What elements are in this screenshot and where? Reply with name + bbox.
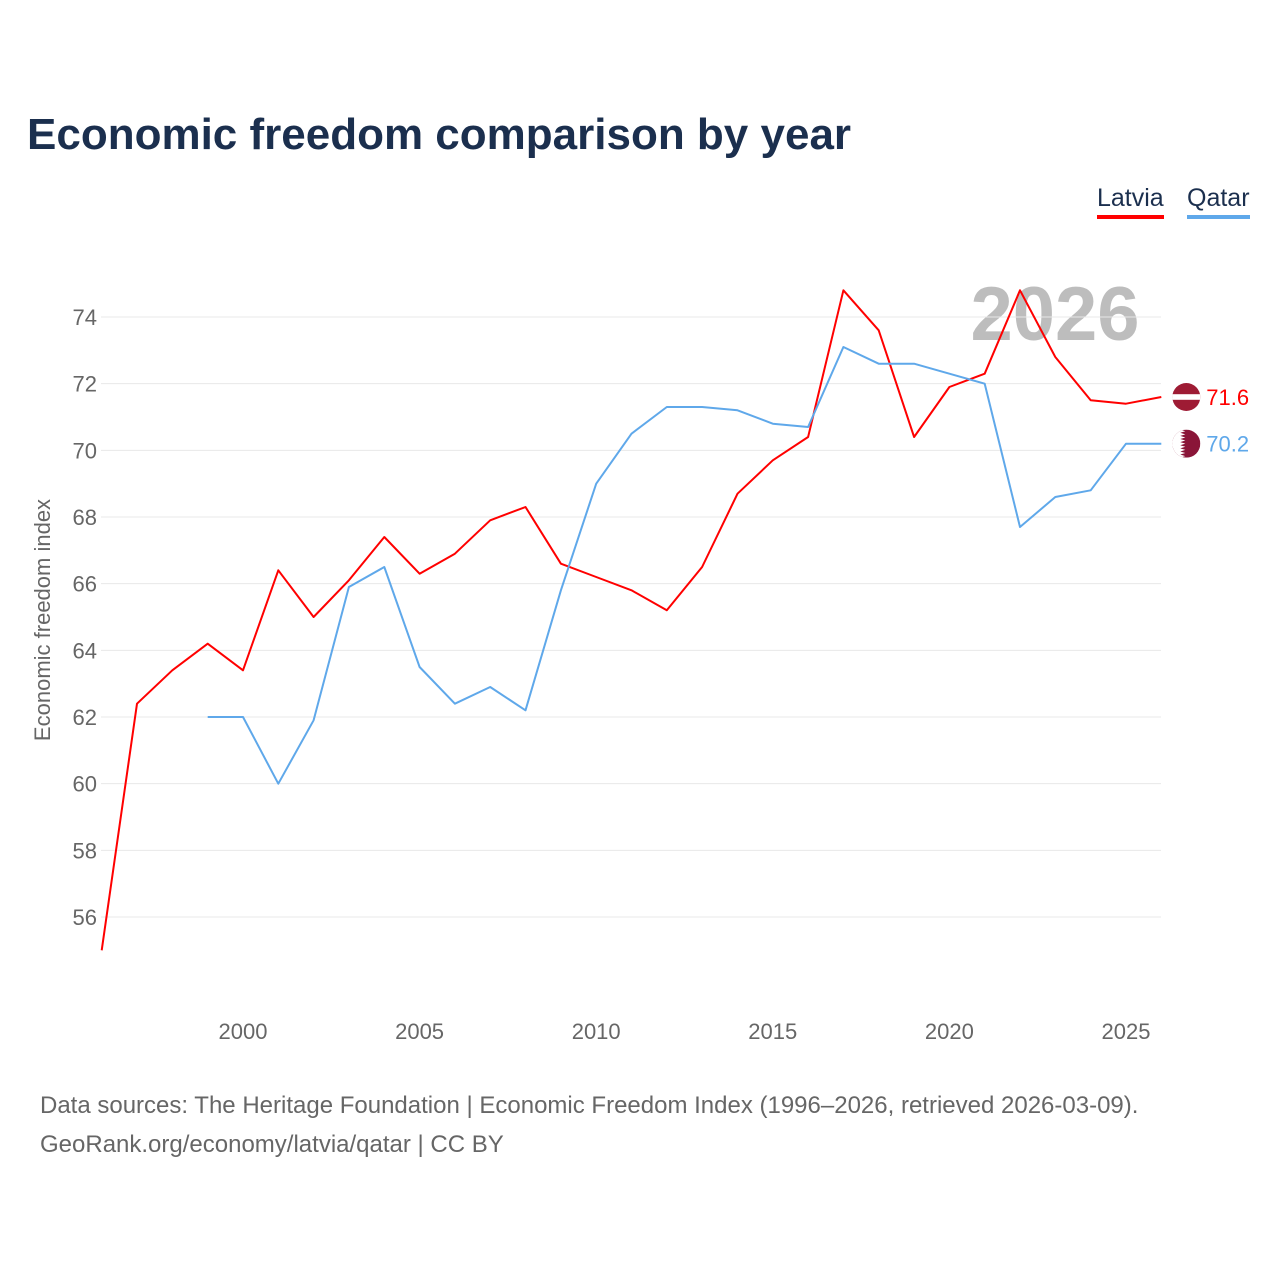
data-point bbox=[381, 534, 387, 540]
y-tick-label: 60 bbox=[73, 772, 97, 797]
data-point bbox=[911, 434, 917, 440]
data-point bbox=[734, 407, 740, 413]
data-point bbox=[1123, 441, 1129, 447]
data-point bbox=[1158, 394, 1164, 400]
data-point bbox=[805, 434, 811, 440]
data-point bbox=[664, 404, 670, 410]
x-tick-label: 2005 bbox=[395, 1019, 444, 1044]
series-line-qatar bbox=[207, 346, 1162, 785]
flag-serration bbox=[1172, 429, 1186, 458]
data-point bbox=[417, 664, 423, 670]
x-tick-label: 2020 bbox=[925, 1019, 974, 1044]
data-point bbox=[346, 577, 352, 583]
data-point bbox=[876, 361, 882, 367]
x-tick-label: 2025 bbox=[1102, 1019, 1151, 1044]
flag-latvia-icon bbox=[1172, 382, 1201, 411]
footer-link[interactable]: GeoRank.org/economy/latvia/qatar | CC BY bbox=[40, 1131, 504, 1158]
data-point bbox=[946, 371, 952, 377]
y-tick-label: 70 bbox=[73, 438, 97, 463]
year-watermark: 2026 bbox=[970, 272, 1139, 357]
data-point bbox=[1017, 287, 1023, 293]
data-point bbox=[982, 371, 988, 377]
end-value-label: 71.6 bbox=[1206, 385, 1249, 410]
data-point bbox=[487, 517, 493, 523]
data-point bbox=[523, 707, 529, 713]
data-point bbox=[593, 481, 599, 487]
data-point bbox=[205, 714, 211, 720]
data-point bbox=[311, 717, 317, 723]
data-point bbox=[699, 404, 705, 410]
data-point bbox=[1123, 401, 1129, 407]
y-tick-label: 66 bbox=[73, 572, 97, 597]
y-tick-label: 64 bbox=[73, 638, 97, 663]
data-point bbox=[558, 561, 564, 567]
data-point bbox=[381, 564, 387, 570]
y-tick-label: 62 bbox=[73, 705, 97, 730]
data-point bbox=[452, 551, 458, 557]
data-point bbox=[346, 584, 352, 590]
data-point bbox=[275, 567, 281, 573]
data-point bbox=[134, 701, 140, 707]
data-point bbox=[452, 701, 458, 707]
legend-latvia[interactable]: Latvia bbox=[1097, 184, 1164, 219]
footer-sources: Data sources: The Heritage Foundation | … bbox=[40, 1092, 1139, 1119]
data-point bbox=[911, 361, 917, 367]
data-point bbox=[275, 781, 281, 787]
y-tick-label: 74 bbox=[73, 305, 97, 330]
data-point bbox=[311, 614, 317, 620]
legend-qatar[interactable]: Qatar bbox=[1187, 184, 1250, 219]
data-point bbox=[523, 504, 529, 510]
data-point bbox=[840, 287, 846, 293]
data-point bbox=[770, 421, 776, 427]
end-value-label: 70.2 bbox=[1206, 432, 1249, 457]
y-tick-label: 58 bbox=[73, 838, 97, 863]
data-point bbox=[593, 574, 599, 580]
x-tick-label: 2015 bbox=[748, 1019, 797, 1044]
data-point bbox=[417, 571, 423, 577]
data-point bbox=[629, 587, 635, 593]
data-point bbox=[699, 564, 705, 570]
data-point bbox=[1052, 494, 1058, 500]
data-point bbox=[1088, 397, 1094, 403]
data-point bbox=[876, 327, 882, 333]
data-point bbox=[1158, 441, 1164, 447]
y-tick-label: 56 bbox=[73, 905, 97, 930]
data-point bbox=[169, 667, 175, 673]
footer: Data sources: The Heritage Foundation | … bbox=[40, 1086, 1138, 1164]
data-point bbox=[734, 491, 740, 497]
flag-stripe bbox=[1172, 394, 1201, 400]
x-tick-label: 2010 bbox=[572, 1019, 621, 1044]
chart-title: Economic freedom comparison by year bbox=[27, 110, 852, 159]
data-point bbox=[240, 667, 246, 673]
data-point bbox=[558, 587, 564, 593]
data-point bbox=[840, 344, 846, 350]
series-line-latvia bbox=[100, 289, 1162, 951]
x-tick-label: 2000 bbox=[219, 1019, 268, 1044]
y-axis-label: Economic freedom index bbox=[30, 499, 55, 741]
data-point bbox=[770, 457, 776, 463]
data-point bbox=[805, 424, 811, 430]
data-point bbox=[1017, 524, 1023, 530]
data-point bbox=[99, 947, 105, 953]
y-tick-label: 68 bbox=[73, 505, 97, 530]
data-point bbox=[946, 384, 952, 390]
flag-qatar-icon bbox=[1172, 429, 1201, 458]
data-point bbox=[629, 431, 635, 437]
y-tick-label: 72 bbox=[73, 372, 97, 397]
data-point bbox=[664, 607, 670, 613]
data-point bbox=[487, 684, 493, 690]
data-point bbox=[205, 641, 211, 647]
data-point bbox=[240, 714, 246, 720]
data-point bbox=[1052, 354, 1058, 360]
data-point bbox=[1088, 487, 1094, 493]
data-point bbox=[982, 381, 988, 387]
